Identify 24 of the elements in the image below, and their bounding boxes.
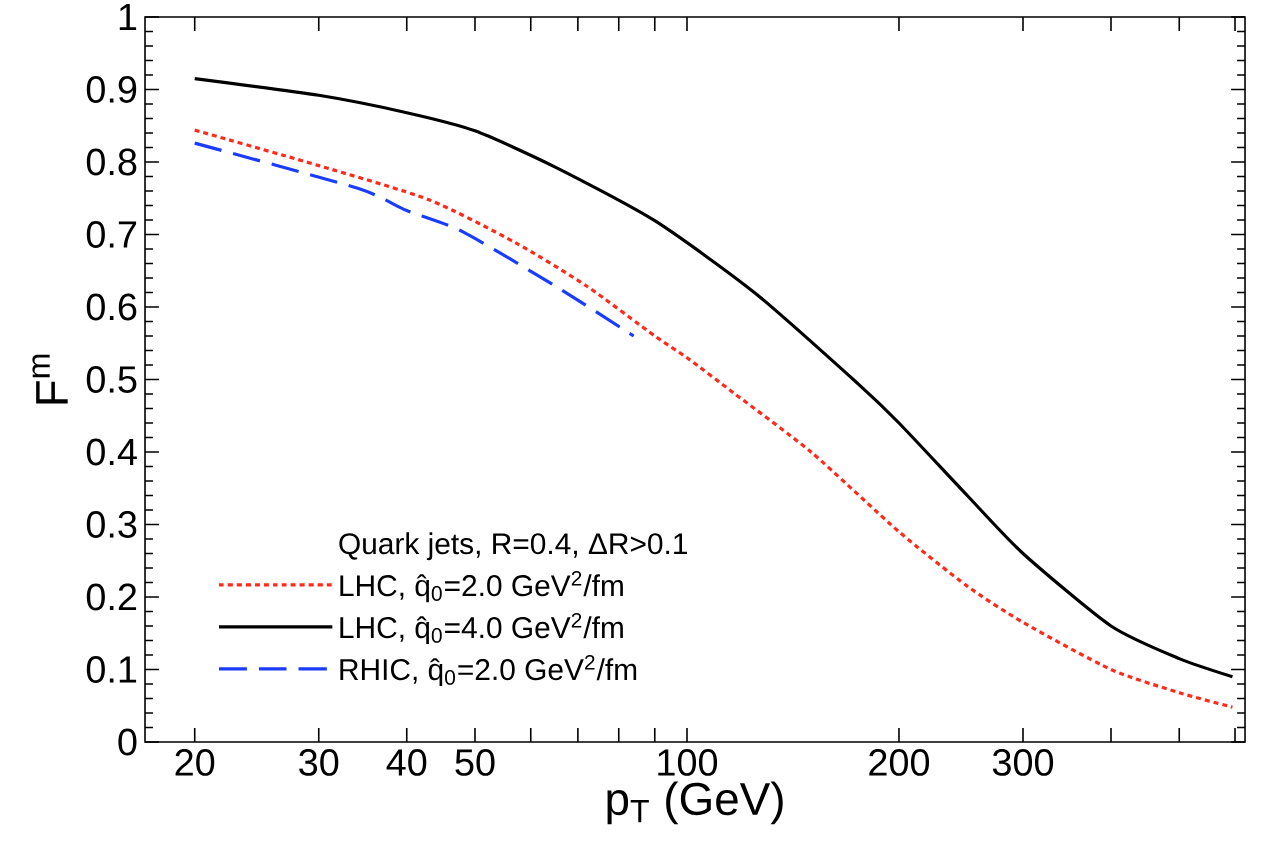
y-tick-label: 0: [118, 728, 137, 756]
legend-label: LHC, q̂$_{0}$=2.0 GeV$^{2}$/fm: [340, 570, 623, 603]
y-tick-label: 0.5: [86, 366, 137, 393]
y-tick-label: 1: [119, 3, 137, 31]
y-tick-label: 0.3: [86, 511, 137, 538]
x-tick-label: 30: [299, 749, 339, 776]
x-tick-label: 40: [386, 749, 427, 776]
legend-label: LHC, q̂$_{0}$=4.0 GeV$^{2}$/fm: [340, 612, 623, 645]
y-tick-label: 0.2: [86, 583, 137, 611]
legend-label: RHIC, q̂$_{0}$=2.0 GeV$^{2}$/fm: [340, 654, 637, 687]
x-tick-label: 20: [175, 749, 215, 776]
x-tick-label: 50: [455, 749, 495, 776]
y-tick-label: 0.6: [86, 293, 137, 321]
y-axis-title: F$^{m}$: [32, 354, 68, 404]
y-tick-label: 0.8: [86, 148, 137, 176]
y-tick-label: 0.4: [86, 438, 137, 466]
x-tick-label: 100: [658, 749, 718, 776]
y-tick-label: 0.7: [86, 221, 137, 248]
x-tick-label: 200: [869, 749, 930, 776]
y-tick-label: 0.1: [86, 656, 137, 683]
x-tick-label: 300: [992, 749, 1054, 776]
x-axis-title: p$_{T}$ (GeV): [607, 781, 783, 825]
y-tick-label: 0.9: [86, 76, 137, 103]
legend-title: Quark jets, R=0.4, ΔR>0.1: [339, 532, 688, 561]
